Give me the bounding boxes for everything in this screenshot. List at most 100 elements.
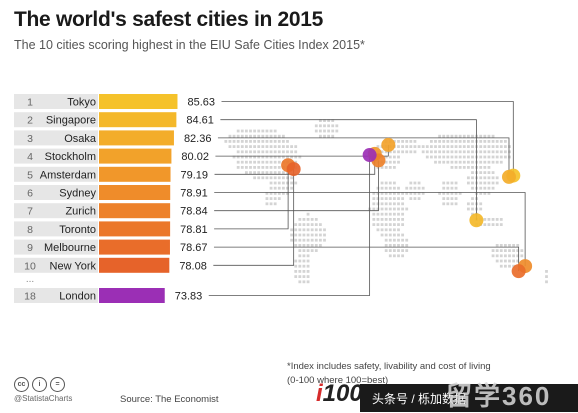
map-dot: [384, 207, 388, 211]
map-dot: [294, 264, 298, 268]
map-dot: [446, 181, 450, 185]
bar: [99, 94, 178, 109]
map-dot: [397, 254, 400, 258]
map-dot: [466, 176, 470, 180]
map-dot: [409, 186, 413, 190]
map-dot: [508, 155, 511, 159]
city-marker: [381, 137, 396, 152]
map-dot: [240, 160, 244, 164]
rank-cell: [14, 257, 98, 273]
map-dot: [401, 218, 405, 221]
map-dot: [265, 192, 269, 195]
map-dot: [450, 150, 454, 154]
map-dot: [450, 192, 454, 195]
map-dot: [471, 197, 474, 200]
bar: [99, 112, 177, 128]
map-dot: [277, 181, 281, 185]
map-dot: [401, 197, 405, 200]
map-dot: [294, 259, 298, 263]
map-dot: [392, 181, 396, 185]
map-dot: [483, 186, 487, 190]
map-dot: [487, 150, 491, 154]
map-dot: [249, 155, 252, 159]
map-dot: [392, 238, 396, 242]
map-dot: [244, 155, 248, 159]
map-dot: [384, 249, 388, 252]
map-dot: [294, 238, 298, 242]
map-dot: [446, 134, 450, 138]
map-dot: [253, 145, 257, 148]
map-dot: [376, 202, 380, 206]
map-dot: [442, 186, 446, 190]
map-dot: [327, 129, 331, 133]
map-dot: [306, 238, 310, 242]
map-dot: [466, 134, 470, 138]
city-marker: [286, 162, 301, 177]
map-dot: [483, 181, 487, 185]
map-dot: [384, 160, 388, 164]
map-dot: [314, 124, 318, 128]
map-dot: [483, 218, 487, 221]
map-dot: [298, 254, 302, 258]
i100-logo-number: 100: [322, 380, 363, 407]
map-dot: [372, 197, 376, 200]
map-dot: [286, 192, 289, 195]
map-dot: [310, 249, 314, 252]
map-dot: [405, 244, 409, 247]
map-dot: [376, 197, 380, 200]
map-dot: [397, 155, 400, 159]
map-dot: [471, 176, 474, 180]
map-dot: [495, 244, 499, 247]
map-dot: [442, 145, 446, 148]
map-dot: [302, 270, 306, 273]
map-dot: [265, 155, 269, 159]
map-dot: [434, 160, 437, 164]
map-dot: [314, 129, 318, 133]
map-dot: [405, 140, 409, 143]
map-dot: [397, 160, 400, 164]
map-dot: [471, 166, 474, 169]
map-dot: [265, 176, 269, 180]
map-dot: [380, 181, 384, 185]
map-dot: [392, 249, 396, 252]
leader-line: [214, 165, 289, 230]
map-dot: [495, 155, 499, 159]
map-dot: [294, 233, 298, 237]
map-dot: [257, 166, 261, 169]
map-dot: [294, 223, 298, 226]
map-dot: [384, 181, 388, 185]
map-dot: [397, 212, 400, 216]
map-dot: [281, 134, 285, 138]
map-dot: [277, 197, 281, 200]
map-dot: [446, 160, 450, 164]
map-dot: [446, 197, 450, 200]
map-dot: [491, 150, 495, 154]
map-dot: [384, 223, 388, 226]
map-dot: [388, 228, 392, 232]
map-dot: [265, 150, 269, 154]
map-dot: [388, 244, 392, 247]
map-dot: [487, 140, 491, 143]
map-dot: [545, 270, 548, 273]
map-dot: [253, 160, 257, 164]
map-dot: [495, 218, 499, 221]
map-dot: [392, 233, 396, 237]
map-dot: [479, 134, 483, 138]
footnote: *Index includes safety, livability and c…: [287, 360, 491, 388]
city-label: Tokyo: [67, 97, 96, 109]
map-dot: [384, 155, 388, 159]
chart-title: The world's safest cities in 2015: [14, 8, 324, 31]
map-dot: [302, 259, 306, 263]
map-dot: [253, 171, 257, 174]
bar: [99, 130, 174, 146]
map-dot: [244, 145, 248, 148]
map-dot: [306, 218, 310, 221]
map-dot: [499, 249, 503, 252]
map-dot: [298, 275, 302, 278]
map-dot: [294, 244, 298, 247]
map-dot: [479, 150, 483, 154]
rank-label: 2: [27, 115, 33, 127]
bar: [99, 288, 165, 303]
map-dot: [397, 202, 400, 206]
map-dot: [240, 166, 244, 169]
